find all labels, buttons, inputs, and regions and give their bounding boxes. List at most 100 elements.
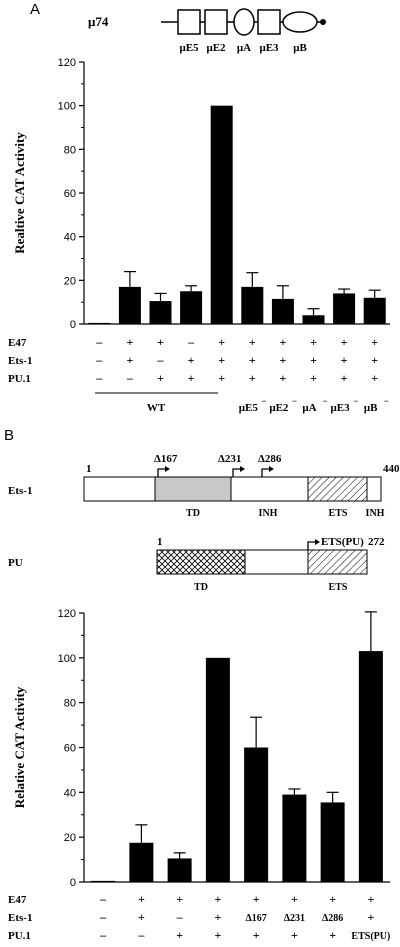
bar	[244, 747, 269, 882]
ets-pu-fragment-arrow: ETS(PU)	[307, 536, 364, 550]
condition-mark: –	[95, 371, 103, 385]
condition-mark: +	[188, 353, 195, 367]
condition-mark: +	[279, 353, 286, 367]
condition-mark: –	[126, 371, 134, 385]
bar	[363, 297, 386, 324]
row-label-e47: E47	[8, 894, 27, 906]
mutant-label: μB	[364, 402, 378, 414]
condition-mark: +	[218, 335, 225, 349]
deletion-arrow-167: Δ167	[154, 453, 178, 477]
y-tick-label: 60	[64, 743, 76, 755]
condition-mark: –	[137, 928, 145, 942]
bar	[333, 293, 356, 324]
condition-mark: –	[99, 928, 107, 942]
element-me2-box	[204, 9, 228, 35]
ets1-start: 1	[86, 463, 92, 475]
row-label-pu1: PU.1	[8, 373, 31, 385]
mutant-label: μE3	[331, 402, 351, 414]
bar	[88, 322, 111, 324]
pu-end: 272	[368, 536, 385, 548]
condition-mark: +	[253, 892, 260, 906]
element-label: μE2	[206, 42, 226, 54]
condition-mark: +	[253, 928, 260, 942]
ets1-domain-label: TD	[186, 508, 200, 519]
condition-mark: +	[218, 353, 225, 367]
bar	[205, 657, 230, 882]
bar	[271, 298, 294, 324]
condition-mark: –	[99, 910, 107, 924]
bar	[91, 880, 116, 882]
element-label: μA	[237, 42, 251, 54]
condition-mark: –	[95, 335, 103, 349]
deletion-arrow-286: Δ286	[258, 453, 282, 477]
ets1-td-domain	[154, 476, 232, 502]
row-label-e47: E47	[8, 337, 27, 349]
panel-a-label: A	[30, 1, 40, 18]
condition-mark: –	[99, 892, 107, 906]
condition-mark: +	[279, 335, 286, 349]
y-tick-label: 20	[64, 275, 76, 287]
condition-mark: +	[249, 335, 256, 349]
condition-mark: +	[371, 371, 378, 385]
condition-mark: +	[126, 353, 133, 367]
bar	[180, 291, 203, 324]
element-mb-ellipse	[282, 11, 318, 33]
deletion-label: Δ286	[258, 453, 282, 465]
ets1-inh-region	[230, 476, 309, 502]
y-tick-label: 60	[64, 188, 76, 200]
construct-name: μ74	[88, 14, 109, 29]
condition-mark: +	[367, 910, 374, 924]
bar	[320, 802, 345, 882]
y-axis-label: Relative CAT Activity	[12, 686, 27, 808]
condition-mark: +	[176, 892, 183, 906]
pu-domain-label: TD	[194, 582, 208, 593]
condition-mark: –	[95, 353, 103, 367]
mutant-superscript: −	[261, 396, 266, 406]
condition-mark: –	[157, 353, 165, 367]
condition-mark: +	[138, 892, 145, 906]
ets1-domain-label: INH	[259, 508, 278, 519]
condition-mark: +	[291, 892, 298, 906]
bar	[358, 651, 383, 882]
condition-mark: +	[329, 928, 336, 942]
deletion-label: Δ167	[154, 453, 178, 465]
panel-a-condition-rows: E47 Ets-1 PU.1 – + + – + + + + + + – + – + + + + + + + – – + + +…	[8, 335, 389, 414]
chart-b: 0 20 40 60 80 100 120 Relative CAT Activity	[12, 608, 390, 889]
y-tick-label: 20	[64, 832, 76, 844]
ets1-schematic: 1 440 Ets-1 TD INH ETS INH Δ167 Δ231 Δ28…	[8, 453, 400, 519]
pu-mid-region	[244, 549, 309, 575]
ets1-name: Ets-1	[8, 485, 32, 497]
condition-mark: +	[291, 928, 298, 942]
y-tick-label: 100	[58, 101, 76, 113]
condition-mark: +	[371, 353, 378, 367]
wt-label: WT	[147, 402, 166, 414]
condition-mark: –	[187, 335, 195, 349]
mu74-construct-diagram: μ74 μE5 μE2 μA μE3 μB	[88, 8, 326, 54]
pu-schematic: 1 272 PU TD ETS ETS(PU)	[8, 536, 385, 593]
construct-end-dot	[320, 19, 326, 25]
pu-ets-domain	[307, 549, 368, 575]
condition-mark: +	[157, 371, 164, 385]
ets1-domain-label: ETS	[329, 508, 348, 519]
y-axis-label: Realtive CAT Activity	[12, 132, 27, 254]
y-tick-label: 100	[58, 653, 76, 665]
condition-mark: +	[249, 371, 256, 385]
pu-domain-label: ETS	[329, 582, 348, 593]
condition-mark: +	[367, 892, 374, 906]
element-me5-box	[177, 9, 201, 35]
condition-mark: +	[214, 892, 221, 906]
panel-b-label: B	[4, 427, 14, 444]
element-label: μE5	[179, 42, 199, 54]
ets1-ets-domain	[307, 476, 368, 502]
element-label: μE3	[259, 42, 279, 54]
y-tick-label: 40	[64, 787, 76, 799]
mutant-label: μE2	[269, 402, 289, 414]
mutant-superscript: −	[353, 396, 358, 406]
ets1-c-inh-region	[366, 476, 382, 502]
y-tick-label: 120	[58, 608, 76, 620]
bar	[282, 794, 307, 882]
mutant-label: μA	[302, 402, 316, 414]
element-ma-ellipse	[233, 8, 255, 36]
y-tick-label: 40	[64, 232, 76, 244]
